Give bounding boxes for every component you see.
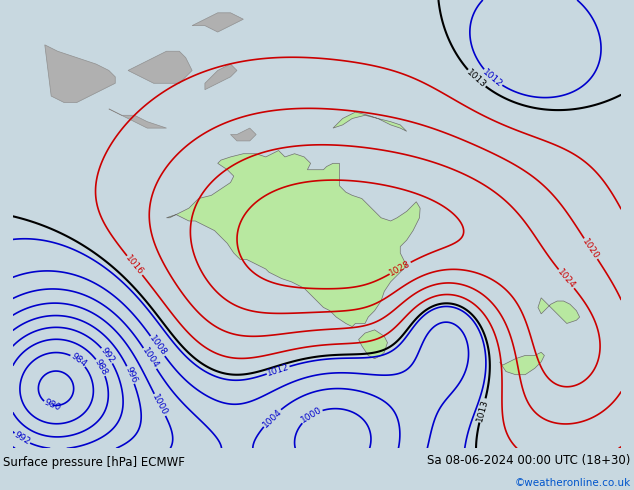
Text: 1020: 1020 — [581, 237, 601, 261]
Text: 1008: 1008 — [147, 334, 168, 358]
Text: 992: 992 — [99, 346, 116, 365]
Text: 1000: 1000 — [299, 406, 324, 425]
Text: 1000: 1000 — [150, 392, 169, 417]
Polygon shape — [333, 112, 406, 131]
Text: 1013: 1013 — [475, 398, 490, 423]
Text: 984: 984 — [68, 351, 88, 369]
Text: Sa 08-06-2024 00:00 UTC (18+30): Sa 08-06-2024 00:00 UTC (18+30) — [427, 454, 631, 467]
Polygon shape — [167, 150, 420, 327]
Text: 1004: 1004 — [140, 346, 160, 370]
Polygon shape — [231, 128, 256, 141]
Polygon shape — [109, 109, 167, 128]
Text: Surface pressure [hPa] ECMWF: Surface pressure [hPa] ECMWF — [3, 456, 185, 469]
Text: 992: 992 — [12, 430, 32, 447]
Text: 980: 980 — [42, 397, 62, 413]
Text: 1004: 1004 — [261, 407, 283, 429]
Text: 996: 996 — [123, 365, 138, 385]
Polygon shape — [128, 51, 192, 83]
Text: 1012: 1012 — [266, 363, 290, 378]
Polygon shape — [538, 298, 579, 323]
Text: 1028: 1028 — [388, 259, 412, 277]
Text: 1024: 1024 — [555, 268, 577, 291]
Text: 988: 988 — [93, 358, 109, 377]
Text: 1016: 1016 — [124, 254, 145, 277]
Polygon shape — [500, 352, 545, 375]
Polygon shape — [192, 13, 243, 32]
Text: ©weatheronline.co.uk: ©weatheronline.co.uk — [515, 477, 631, 488]
Polygon shape — [205, 64, 237, 90]
Polygon shape — [359, 330, 387, 359]
Text: 1013: 1013 — [465, 68, 488, 90]
Polygon shape — [45, 45, 115, 102]
Text: 1012: 1012 — [481, 67, 504, 89]
